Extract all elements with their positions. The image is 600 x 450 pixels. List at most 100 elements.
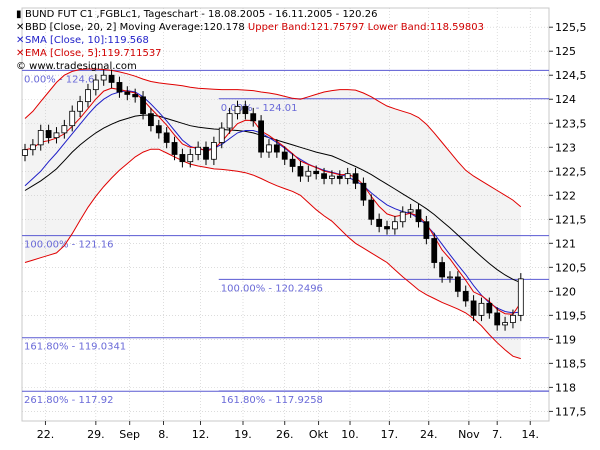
candle-body <box>124 91 131 95</box>
ema-legend-icon: ✕ <box>16 48 25 59</box>
x-tick-label: 22. <box>37 428 55 441</box>
upper-band-line <box>24 68 522 208</box>
candle-body <box>266 144 272 153</box>
candle <box>187 148 194 168</box>
candle <box>478 297 485 322</box>
x-tick-label: 17. <box>381 428 399 441</box>
candle <box>336 170 343 185</box>
candle <box>258 115 265 158</box>
candle-body <box>313 170 320 175</box>
candle <box>321 167 327 185</box>
candle <box>439 256 446 283</box>
fibonacci-label: 161.80% - 119.0341 <box>24 342 126 353</box>
candle-body <box>289 158 296 167</box>
candle <box>289 153 296 173</box>
candle <box>132 88 139 103</box>
y-tick-label: 118,5 <box>555 357 587 370</box>
y-tick-label: 125 <box>555 45 576 58</box>
candle <box>29 139 36 156</box>
candle-body <box>517 278 524 316</box>
candle <box>124 86 131 101</box>
candle-body <box>486 302 493 314</box>
candle-body <box>29 144 36 151</box>
candle-body <box>329 175 335 179</box>
candle <box>273 139 280 158</box>
candle <box>45 124 52 144</box>
candle-body <box>352 173 359 184</box>
header-title: ▮ BUND FUT C1 ,FGBLc1, Tageschart - 18.08… <box>16 9 377 21</box>
x-tick-label: 24. <box>420 428 438 441</box>
candle <box>281 146 288 166</box>
candle <box>22 143 28 162</box>
candle <box>266 139 272 158</box>
candle <box>116 76 123 98</box>
y-tick-label: 120,5 <box>555 261 587 274</box>
candle-body <box>116 82 123 93</box>
sma-label: SMA [Close, 10]:119.568 <box>25 35 149 46</box>
candle <box>179 148 186 168</box>
bollinger-legend-icon: ✕ <box>16 22 25 33</box>
candle-body <box>297 166 304 177</box>
candle <box>195 141 202 161</box>
legend-bollinger: ✕BBD [Close, 20, 2] Moving Average:120.1… <box>16 22 484 34</box>
candle <box>203 141 209 166</box>
candles <box>22 69 524 331</box>
candle-body <box>431 238 438 263</box>
fibonacci-label: 161.80% - 117.9258 <box>221 395 323 406</box>
candle <box>423 215 430 245</box>
y-tick-label: 117,5 <box>555 405 587 418</box>
y-tick-label: 119,5 <box>555 309 587 322</box>
candle-body <box>85 89 91 103</box>
candle <box>210 136 217 166</box>
candle <box>415 203 422 228</box>
y-tick-label: 122 <box>555 189 576 202</box>
candle-body <box>415 209 422 223</box>
x-axis: 22. 29. Sep 8. 12. 19. 26. Okt 10. 17. 24. Nov 7. 14. <box>37 421 539 441</box>
candle <box>407 203 414 218</box>
candle-body <box>368 199 375 220</box>
candle <box>218 122 225 149</box>
candle-body <box>132 94 139 98</box>
candle <box>100 69 107 86</box>
y-tick-label: 119 <box>555 333 576 346</box>
candle <box>399 206 406 228</box>
candle <box>77 95 83 118</box>
candle-body <box>494 312 501 326</box>
candle <box>242 100 249 120</box>
x-tick-label: 26. <box>276 428 294 441</box>
candle <box>313 165 320 180</box>
candle-body <box>454 276 461 292</box>
lower-band-label: Lower Band:118.59803 <box>367 22 484 33</box>
candle-body <box>478 302 485 316</box>
candle-body <box>210 142 217 160</box>
candle <box>431 232 438 269</box>
candle-body <box>242 106 249 115</box>
candle <box>305 165 312 182</box>
candle-body <box>226 113 233 129</box>
candle-body <box>399 211 406 223</box>
ema-label: EMA [Close, 5]:119.711537 <box>25 48 162 59</box>
candle-body <box>187 154 194 163</box>
candle-body <box>360 182 367 201</box>
upper-band-label: Upper Band:121.75797 <box>247 22 365 33</box>
bollinger-band-fill <box>25 69 521 359</box>
x-tick-label: 7. <box>492 428 503 441</box>
x-tick-label: Sep <box>119 428 140 441</box>
candle-body <box>140 96 146 115</box>
candle <box>140 91 146 120</box>
candle <box>163 127 170 149</box>
candle-body <box>37 130 44 146</box>
candle <box>171 136 178 161</box>
candle-body <box>384 226 390 230</box>
candle-body <box>344 173 351 179</box>
candle <box>391 215 398 235</box>
candle-body <box>336 175 343 179</box>
candle-body <box>45 130 52 139</box>
y-tick-label: 122,5 <box>555 165 587 178</box>
candle <box>234 100 241 120</box>
candle-body <box>250 113 257 122</box>
candle <box>155 119 162 139</box>
candle-body <box>439 262 446 278</box>
candle <box>250 107 257 127</box>
bollinger-label: BBD [Close, 20, 2] Moving Average:120.17… <box>25 22 245 33</box>
